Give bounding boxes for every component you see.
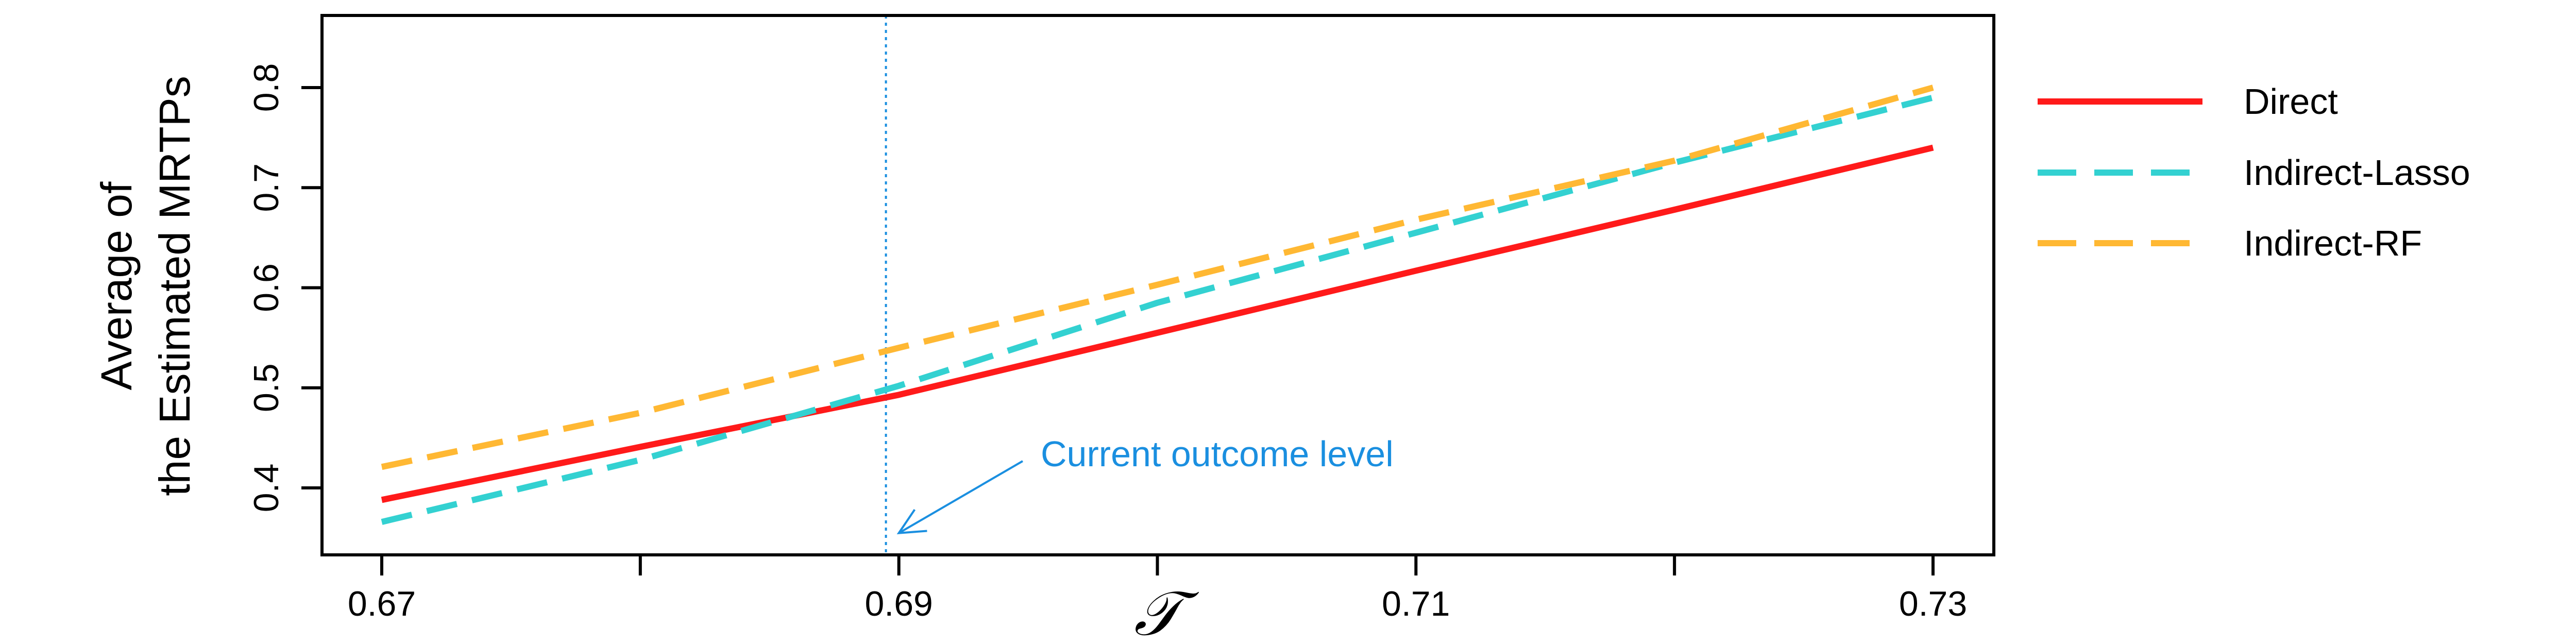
annotation-arrowhead [896,509,927,535]
y-tick-label: 0.7 [247,163,286,212]
legend: Direct Indirect-Lasso Indirect-RF [2038,81,2470,263]
legend-label-indirect-lasso: Indirect-Lasso [2244,152,2470,193]
x-axis-title: 𝒯 [1134,578,1199,644]
y-axis-title: Average of the Estimated MRTPs [92,76,199,496]
y-axis: 0.4 0.5 0.6 0.7 0.8 [247,63,322,513]
y-tick-label: 0.5 [247,363,286,412]
x-tick-label: 0.71 [1382,584,1450,623]
x-tick-label: 0.67 [348,584,416,623]
y-axis-title-line: the Estimated MRTPs [150,76,199,496]
x-axis: 0.67 0.69 0.71 0.73 [348,555,1967,623]
series-line-direct [381,144,1934,503]
legend-label-indirect-rf: Indirect-RF [2244,223,2422,263]
annotation-arrow [898,460,1024,534]
x-tick-label: 0.73 [1899,584,1967,623]
series-line-indirect-rf [381,84,1934,470]
series-layer [381,84,1934,525]
series-line-indirect-lasso [381,94,1934,525]
y-axis-title-line: Average of [92,181,141,390]
annotation-label: Current outcome level [1041,434,1394,474]
x-tick-label: 0.69 [865,584,933,623]
y-tick-label: 0.8 [247,63,286,112]
y-tick-label: 0.4 [247,464,286,513]
y-tick-label: 0.6 [247,263,286,312]
annotation: Current outcome level [896,434,1394,535]
legend-label-direct: Direct [2244,81,2338,122]
